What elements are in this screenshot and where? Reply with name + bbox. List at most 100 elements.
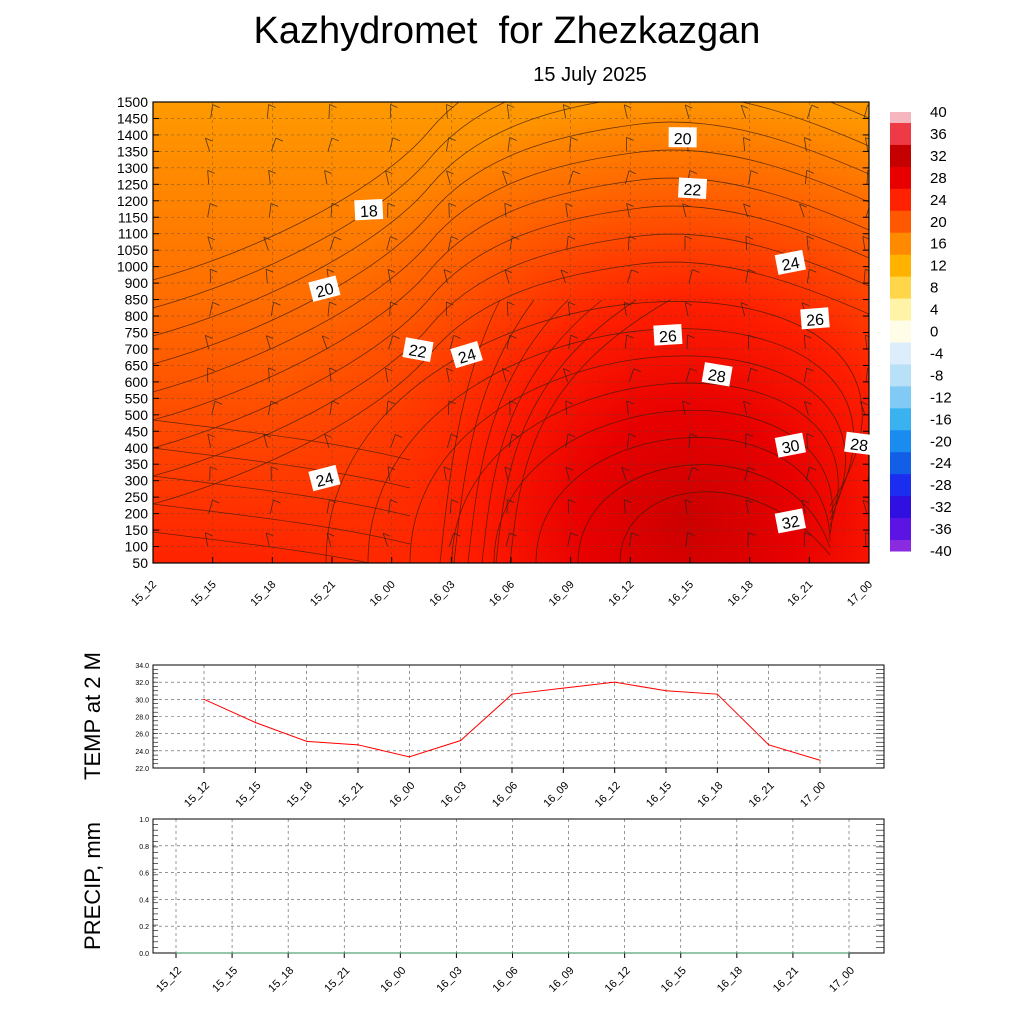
y-tick-label: 850 [125,292,149,308]
wind-barb [570,532,578,537]
wind-barb [214,400,223,405]
wind-barb [623,499,626,514]
y-tick-label: 1050 [117,242,148,258]
colorbar-tick-label: -40 [930,543,952,560]
wind-barb [509,137,517,141]
wind-barb [624,104,632,109]
wind-barb [266,104,269,119]
isotherm-line [467,299,569,563]
chart-title: Kazhydromet for Zhezkazgan [253,10,761,52]
contour-label: 28 [844,431,875,456]
wind-barb [210,104,214,119]
contour-label-text: 26 [659,328,678,346]
colorbar-segment [890,342,911,354]
wind-barb [866,170,869,185]
wind-barb [565,203,569,218]
wind-barb [626,203,630,218]
colorbar-tick-label: 36 [930,126,947,143]
wind-barb [207,170,210,185]
wind-barb [621,467,629,471]
wind-barb [631,269,639,274]
wind-barb [572,170,581,175]
wind-barb [745,235,754,240]
isotherm-line [153,149,869,393]
isotherm-line [153,102,869,309]
wind-barb [327,137,333,152]
wind-barb [567,532,571,547]
panel-grid [153,664,884,769]
x-tick-label: 17_00 [845,579,875,609]
colorbar-tick-label: -28 [930,477,952,494]
wind-barb [624,334,627,349]
colorbar-tick-label: 0 [930,324,938,341]
wind-barb [507,104,515,108]
wind-barb [684,104,693,109]
wind-barb [331,202,340,207]
x-tick-label: 16_09 [541,780,571,810]
colorbar-segment [890,166,911,179]
wind-barb [568,301,576,306]
wind-barb [331,400,340,405]
wind-barb [265,532,270,547]
wind-barb [385,368,389,382]
contour-label-box [308,464,341,492]
x-tick-label: 16_21 [771,965,801,995]
wind-barb [382,532,391,537]
data-point [819,759,821,761]
wind-barb [682,400,690,405]
data-point [848,952,850,954]
colorbar-tick-label: -32 [930,499,952,516]
contour-label-text: 30 [780,438,801,458]
y-tick-label: 650 [125,357,149,373]
x-tick-label: 15_15 [210,965,240,995]
wind-barb [806,235,815,240]
temperature-panel: 22.0 24.0 26.0 28.0 30.0 32.0 34.0 15_12 15_15 15… [80,652,885,810]
contour-label-box [450,340,483,369]
wind-barb [745,236,748,251]
wind-barb [504,466,509,481]
colorbar-tick-label: 12 [930,258,947,275]
x-tick-label: 16_18 [715,965,745,995]
isotherm-line [153,261,869,505]
y-tick-label: 0.6 [139,871,149,878]
data-point [175,952,177,954]
wind-barb [268,203,272,218]
precipitation-panel: 0.0 0.2 0.4 0.6 0.8 1.0 15_12 15_15 15_18 15_21 16… [80,817,885,995]
wind-barb [682,203,687,218]
wind-barb [505,532,511,547]
wind-barb [568,499,576,503]
wind-barb [205,137,213,142]
wind-barb [865,367,869,382]
wind-barb [809,466,817,471]
wind-barb [809,268,817,273]
x-tick-label: 17_00 [827,965,857,995]
wind-barb [204,137,211,152]
wind-barb [448,533,455,547]
wind-barb [627,236,630,251]
wind-barb [268,170,271,185]
wind-barb [501,368,507,382]
wind-barb [324,170,332,174]
wind-barb [504,466,513,471]
isotherm-line [509,299,671,563]
wind-barb [445,137,450,152]
contour-label: 24 [308,464,341,492]
colorbar-segment [890,320,911,332]
wind-barb [626,433,630,448]
wind-barb [502,170,510,175]
colorbar-segment [890,298,911,311]
chart-subtitle: 15 July 2025 [533,64,647,86]
contour-label: 22 [402,337,434,362]
data-point [254,721,256,724]
colorbar-tick-label: -24 [930,455,952,472]
wind-barb [390,236,398,241]
colorbar-segment [890,452,911,464]
wind-barb [865,206,869,218]
y-tick-label: 1000 [117,259,148,275]
wind-barb [870,467,877,470]
contour-label: 32 [774,508,806,533]
x-tick-label: 16_06 [490,780,520,810]
wind-barb [395,434,403,438]
wind-barb [565,433,569,448]
